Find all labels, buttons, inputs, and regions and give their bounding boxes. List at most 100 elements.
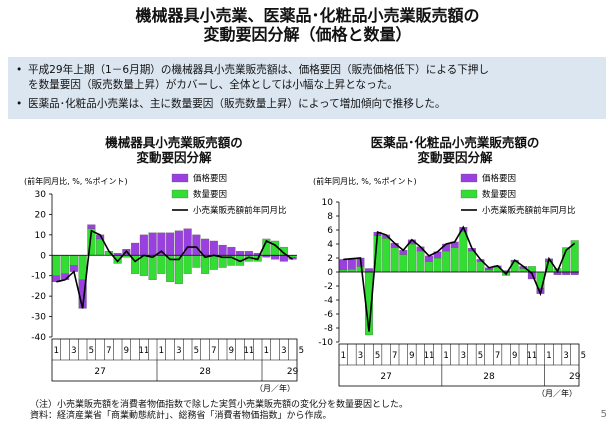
- chart-1-price-bar: [279, 255, 288, 262]
- chart-2-y-tick-label: -8: [324, 324, 333, 334]
- chart-2-x-tick-label: 11: [424, 351, 435, 361]
- chart-2-title-line-1: 医薬品･化粧品小売業販売額の: [370, 135, 540, 150]
- chart-1-x-tick-label: 11: [243, 346, 254, 356]
- chart-2-price-bar: [442, 243, 451, 252]
- chart-1-year-label: 29: [287, 367, 299, 377]
- chart-1-y-tick-label: 30: [35, 190, 47, 200]
- chart-1-volume-bar: [139, 255, 148, 276]
- chart-2-x-tick-label: 5: [581, 351, 586, 361]
- summary-bullet-1-line-2: を数量要因（販売数量上昇）がカバーし、全体としては小幅な上昇となった。: [28, 79, 398, 91]
- chart-1-price-bar: [227, 246, 236, 256]
- chart-1-y-axis-label: (前年同月比, %, %ポイント): [24, 176, 128, 186]
- chart-1-price-bar: [271, 255, 280, 260]
- chart-1-x-tick-label: 3: [176, 346, 181, 356]
- chart-1-x-tick-label: 9: [229, 346, 234, 356]
- summary-panel: 平成29年上期（1－6月期）の機械器具小売業販売額は、価格要因（販売価格低下）に…: [8, 57, 606, 119]
- chart-1-y-tick-label: -10: [31, 272, 46, 282]
- chart-2-volume-bar: [425, 261, 433, 273]
- chart-2-price-bar: [347, 258, 356, 270]
- chart-1-price-bar: [166, 232, 175, 256]
- chart-1-price-bar: [236, 251, 245, 256]
- chart-2-volume-bar: [390, 247, 399, 273]
- chart-2-unit-label: （月／年）: [537, 388, 577, 398]
- chart-1-price-bar: [209, 240, 218, 256]
- chart-2-volume-bar: [356, 266, 365, 273]
- chart-2-year-label: 28: [483, 372, 495, 382]
- chart-1-x-tick-label: 5: [299, 346, 304, 356]
- chart-2-x-tick-label: 1: [546, 351, 551, 361]
- chart-1-y-tick-label: -40: [31, 333, 46, 343]
- chart-1-price-bar: [201, 238, 210, 256]
- chart-1-volume-bar: [78, 255, 87, 280]
- chart-1-volume-bar: [157, 255, 166, 274]
- chart-1-price-bar: [218, 244, 227, 256]
- chart-1-price-bar: [131, 242, 140, 256]
- chart-2-volume-bar: [467, 250, 476, 273]
- chart-2-x-tick-label: 5: [478, 351, 483, 361]
- chart-2-volume-bar: [407, 243, 416, 273]
- chart-1-volume-bar: [61, 255, 70, 274]
- chart-2-x-tick-label: 3: [461, 351, 466, 361]
- chart-1-total-line: [56, 229, 294, 309]
- chart-2-x-tick-label: 11: [526, 351, 537, 361]
- chart-2-x-tick-label: 9: [512, 351, 517, 361]
- chart-1-x-tick-label: 3: [281, 346, 286, 356]
- chart-2-x-tick-label: 1: [443, 351, 448, 361]
- chart-2-y-axis-label: (前年同月比, %, %ポイント): [313, 176, 417, 186]
- chart-2-legend-price: 価格要因: [482, 173, 516, 184]
- chart-2-y-tick-label: -4: [324, 296, 333, 306]
- chart-2-y-tick-label: -6: [324, 310, 333, 320]
- chart-2-legend-swatch-price: [460, 173, 478, 183]
- chart-1-y-tick-label: 0: [40, 251, 46, 261]
- chart-1-price-bar: [52, 275, 61, 282]
- chart-2-total-line: [343, 225, 576, 332]
- chart-1-x-tick-label: 5: [89, 346, 94, 356]
- chart-2-x-tick-label: 1: [341, 351, 346, 361]
- chart-1-volume-bar: [52, 255, 61, 276]
- chart-2-volume-bar: [442, 250, 451, 273]
- chart-1-volume-bar: [183, 255, 192, 274]
- chart-2-y-tick-label: 6: [327, 226, 333, 236]
- chart-1-volume-bar: [148, 255, 157, 280]
- chart-2-y-tick-label: 2: [327, 254, 333, 264]
- chart-2: (前年同月比, %, %ポイント) 10 8 6 4 2 0 -2 -4 -6 -8 -10 1 3 5 7 9…: [313, 173, 586, 398]
- chart-1-volume-bar: [69, 255, 78, 266]
- chart-1-x-tick-label: 7: [106, 346, 111, 356]
- chart-2-x-tick-label: 7: [392, 351, 397, 361]
- chart-2-price-bar: [339, 259, 348, 271]
- chart-1-volume-bar: [192, 255, 201, 268]
- chart-1-y-tick-label: 20: [35, 210, 47, 220]
- chart-2-x-tick-label: 3: [358, 351, 363, 361]
- summary-bullet-1-line-1: 平成29年上期（1－6月期）の機械器具小売業販売額は、価格要因（販売価格低下）に…: [28, 64, 489, 76]
- chart-1-year-label: 28: [199, 367, 211, 377]
- chart-1-legend-swatch-price: [171, 173, 189, 183]
- chart-2-volume-bar: [433, 257, 442, 273]
- chart-2-volume-bar: [382, 238, 391, 273]
- chart-2-price-bar: [365, 268, 373, 273]
- chart-2-y-tick-label: 0: [327, 268, 333, 278]
- chart-2-price-bar: [562, 271, 571, 275]
- footnote-note: （注）小売業販売額を消費者物価指数で除した実質小売業販売額の変化分を数量要因とし…: [30, 400, 409, 410]
- chart-2-legend-swatch-volume: [460, 189, 478, 199]
- chart-1-x-tick-label: 7: [211, 346, 216, 356]
- chart-1-title: 機械器具小売業販売額の 変動要因分解: [64, 135, 284, 165]
- chart-1-volume-bar: [209, 255, 218, 270]
- chart-2-year-label: 27: [380, 372, 391, 382]
- summary-bullet-2: 医薬品･化粧品小売業は、主に数量要因（販売数量上昇）によって増加傾向で推移した。: [16, 97, 598, 112]
- chart-2-volume-bar: [347, 269, 356, 273]
- chart-1-x-tick-label: 5: [194, 346, 199, 356]
- chart-1-price-bar: [148, 232, 157, 256]
- chart-2-y-tick-label: 4: [327, 240, 333, 250]
- chart-2-title: 医薬品･化粧品小売業販売額の 変動要因分解: [345, 135, 565, 165]
- page-title-line-1: 機械器具小売業、医薬品･化粧品小売業販売額の: [135, 6, 480, 25]
- chart-1-price-bar: [139, 234, 148, 256]
- chart-2-year-label: 29: [569, 372, 581, 382]
- chart-2-volume-bar: [450, 247, 459, 273]
- chart-2-price-bar: [570, 271, 579, 275]
- chart-1-year-label: 27: [94, 367, 105, 377]
- chart-1-legend-price: 価格要因: [193, 173, 227, 184]
- chart-2-y-tick-label: -10: [318, 338, 333, 348]
- chart-1-x-tick-label: 9: [124, 346, 129, 356]
- chart-1-price-bar: [288, 257, 297, 260]
- chart-1-x-tick-label: 11: [138, 346, 149, 356]
